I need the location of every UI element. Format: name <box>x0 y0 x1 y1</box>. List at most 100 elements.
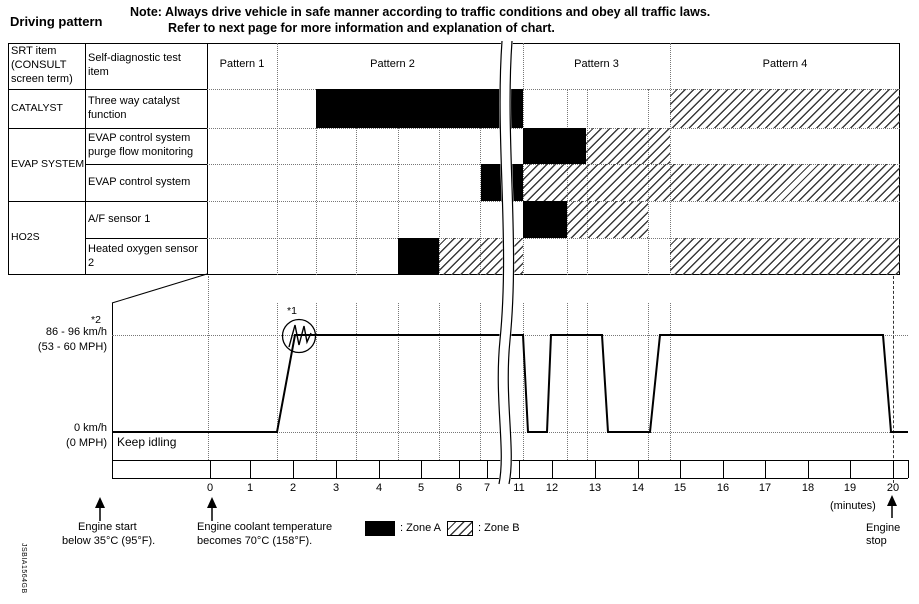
zero-speed-label: 0 km/h (0 MPH) <box>8 421 107 451</box>
pattern-label: Pattern 1 <box>219 58 265 70</box>
footnote-1-marker: *1 <box>287 305 297 317</box>
zone-a-block <box>316 89 523 128</box>
coolant-temp-note: Engine coolant temperature becomes 70°C … <box>197 520 332 548</box>
zone-a-block <box>398 238 439 275</box>
row-label-evap-control: EVAP control system <box>88 175 191 188</box>
axis-tick-label: 15 <box>673 482 687 494</box>
high-speed-gridline <box>112 335 908 336</box>
row-label-af-sensor-1: A/F sensor 1 <box>88 212 151 225</box>
engine-start-line1: Engine start <box>78 521 137 533</box>
axis-tick-label: 12 <box>545 482 559 494</box>
table-row-separator <box>85 164 207 165</box>
keep-idling-label: Keep idling <box>117 435 177 449</box>
ruler-bottom-line <box>112 478 908 479</box>
chart-baseline <box>112 460 908 461</box>
axis-tick-label: 6 <box>455 482 463 494</box>
test-item-header: Self-diagnostic test item <box>88 52 181 78</box>
figure-code: JSBIA1564GB <box>20 543 27 594</box>
note-line-1: Note: Always drive vehicle in safe manne… <box>130 5 711 19</box>
zone-b-block <box>567 201 648 238</box>
axis-tick-label: 13 <box>588 482 602 494</box>
table-row-separator <box>207 89 900 90</box>
pattern-label: Pattern 3 <box>574 58 619 70</box>
axis-tick <box>893 460 894 478</box>
chart-gridline <box>523 303 524 460</box>
zone-a-block <box>481 164 523 201</box>
table-col-divider-1 <box>85 43 86 275</box>
engine-stop-arrow <box>887 495 897 518</box>
chart-gridline <box>439 303 440 460</box>
zero-speed-label-line2: (0 MPH) <box>66 437 107 449</box>
table-row-separator <box>8 89 207 90</box>
footnote-2-marker: *2 <box>91 314 101 326</box>
axis-tick <box>459 460 460 478</box>
axis-tick <box>680 460 681 478</box>
high-speed-label-line2: (53 - 60 MPH) <box>37 341 107 353</box>
axis-tick <box>638 460 639 478</box>
table-gridline <box>356 89 357 275</box>
row-label-evap-purge-flow: EVAP control system purge flow monitorin… <box>88 132 194 158</box>
chart-gridline <box>277 303 278 460</box>
coolant-line2: becomes 70°C (158°F). <box>197 535 313 547</box>
table-col-divider-2 <box>207 43 208 275</box>
axis-tick <box>552 460 553 478</box>
group-label-catalyst: CATALYST <box>11 101 63 114</box>
axis-tick <box>519 460 520 478</box>
zone-b-swatch <box>447 521 473 536</box>
axis-tick-label: 16 <box>716 482 730 494</box>
chart-gridline <box>356 303 357 460</box>
engine-stop-note: Engine stop <box>866 522 900 548</box>
table-row-separator <box>207 238 900 239</box>
engine-start-arrow <box>95 497 105 521</box>
engine-stop-line1: Engine <box>866 522 901 534</box>
engine-start-note: Engine start below 35°C (95°F). <box>62 520 155 548</box>
chart-gridline <box>567 303 568 460</box>
chart-gridline <box>208 276 209 460</box>
axis-tick-label: 14 <box>631 482 645 494</box>
high-speed-label: 86 - 96 km/h (53 - 60 MPH) <box>8 325 107 355</box>
coolant-line1: Engine coolant temperature <box>197 521 333 533</box>
zone-a-block <box>523 128 586 164</box>
axis-tick-label: 4 <box>375 482 383 494</box>
axis-tick-label: 18 <box>801 482 815 494</box>
axis-tick <box>210 460 211 478</box>
zone-b-block <box>439 238 523 275</box>
group-label-ho2s: HO2S <box>11 231 40 244</box>
chart-gridline <box>316 303 317 460</box>
axis-tick <box>595 460 596 478</box>
row-label-three-way-catalyst: Three way catalyst function <box>88 94 180 121</box>
axis-tick <box>421 460 422 478</box>
zone-a-block <box>523 201 567 238</box>
engine-start-line2: below 35°C (95°F). <box>62 535 156 547</box>
zone-b-block <box>586 128 670 164</box>
axis-tick <box>765 460 766 478</box>
speed-line <box>112 334 908 433</box>
axis-tick-label: 19 <box>843 482 857 494</box>
minutes-label: (minutes) <box>830 500 876 512</box>
zone-a-label: : Zone A <box>400 522 441 534</box>
axis-tick <box>293 460 294 478</box>
axis-tick <box>250 460 251 478</box>
axis-tick-label: 2 <box>289 482 297 494</box>
pattern-boundary-line <box>670 43 671 275</box>
chart-left-edge <box>112 303 113 478</box>
group-label-evap-system: EVAP SYSTEM <box>11 157 85 170</box>
table-gridline <box>480 89 481 275</box>
zone-b-block <box>670 89 900 128</box>
table-row-separator <box>8 201 207 202</box>
axis-tick-label: 17 <box>758 482 772 494</box>
table-gridline <box>398 89 399 275</box>
axis-tick <box>379 460 380 478</box>
high-speed-label-line1: 86 - 96 km/h <box>45 326 107 338</box>
pattern-label: Pattern 4 <box>762 58 808 70</box>
pattern-label: Pattern 2 <box>370 58 415 70</box>
zone-b-label: : Zone B <box>478 522 520 534</box>
axis-tick <box>850 460 851 478</box>
axis-tick <box>336 460 337 478</box>
axis-tick <box>487 460 488 478</box>
row-label-heated-o2-sensor-2: Heated oxygen sensor 2 <box>88 242 199 269</box>
page-title: Driving pattern <box>10 14 103 29</box>
chart-gridline <box>398 303 399 460</box>
axis-tick-label: 11 <box>513 482 525 494</box>
